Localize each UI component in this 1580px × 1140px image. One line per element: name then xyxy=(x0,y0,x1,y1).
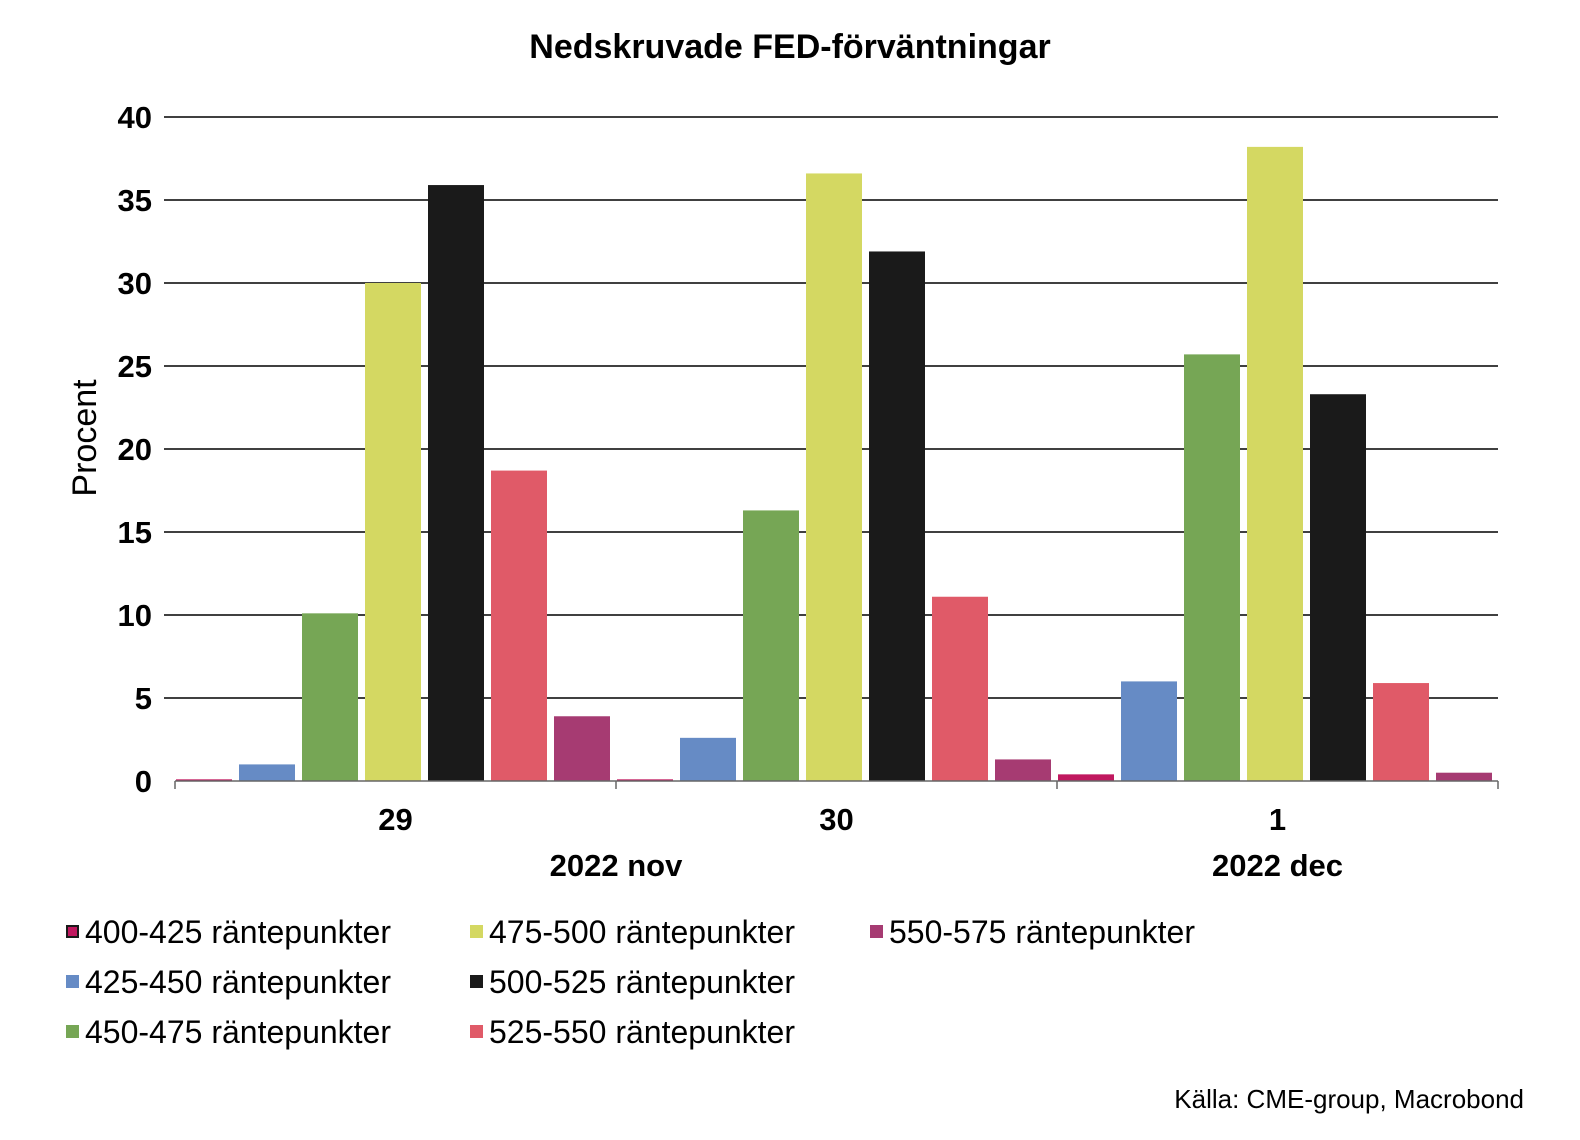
legend-label: 500-525 räntepunkter xyxy=(489,964,795,1000)
bar xyxy=(491,470,547,781)
legend-swatch xyxy=(870,925,883,939)
legend-label: 525-550 räntepunkter xyxy=(489,1014,795,1050)
legend-swatch xyxy=(66,975,79,989)
bar xyxy=(176,779,232,781)
bar xyxy=(680,737,736,781)
legend-label: 550-575 räntepunkter xyxy=(889,914,1195,950)
legend-item: 475-500 räntepunkter xyxy=(470,912,795,952)
chart-title: Nedskruvade FED-förväntningar xyxy=(529,28,1051,66)
y-tick-label: 35 xyxy=(118,183,152,218)
x-tick-label: 29 xyxy=(378,802,412,837)
legend-item: 400-425 räntepunkter xyxy=(66,912,391,952)
x-group-label: 2022 nov xyxy=(550,848,683,883)
legend-swatch xyxy=(66,1025,79,1039)
bar xyxy=(428,185,484,781)
bar xyxy=(1184,354,1240,781)
legend-label: 425-450 räntepunkter xyxy=(85,964,391,1000)
x-tick-label: 1 xyxy=(1269,802,1286,837)
legend-label: 475-500 räntepunkter xyxy=(489,914,795,950)
bars xyxy=(176,146,1492,781)
y-tick-label: 10 xyxy=(118,598,152,633)
bar xyxy=(1247,146,1303,781)
bar xyxy=(1310,394,1366,781)
bar xyxy=(1436,772,1492,781)
bar xyxy=(995,759,1051,781)
bar xyxy=(1121,681,1177,781)
y-tick-label: 5 xyxy=(135,681,152,716)
axes: 0 5 10 15 20 25 30 35 40 29 30 1 2022 nov 2022 dec xyxy=(118,100,1499,883)
x-group-label: 2022 dec xyxy=(1212,848,1343,883)
bar xyxy=(1373,683,1429,781)
y-axis-label: Procent xyxy=(66,379,104,497)
bar xyxy=(869,251,925,781)
legend-swatch xyxy=(66,925,79,939)
bar xyxy=(806,173,862,781)
legend-item: 550-575 räntepunkter xyxy=(870,912,1195,952)
legend-item: 525-550 räntepunkter xyxy=(470,1012,795,1052)
bar xyxy=(617,779,673,781)
bar xyxy=(743,510,799,781)
legend-swatch xyxy=(470,975,483,989)
legend-item: 425-450 räntepunkter xyxy=(66,962,391,1002)
y-tick-label: 15 xyxy=(118,515,152,550)
legend-label: 400-425 räntepunkter xyxy=(85,914,391,950)
legend-swatch xyxy=(470,1025,483,1039)
legend-label: 450-475 räntepunkter xyxy=(85,1014,391,1050)
bar xyxy=(554,716,610,781)
legend-item: 500-525 räntepunkter xyxy=(470,962,795,1002)
bar xyxy=(1058,774,1114,781)
x-tick-label: 30 xyxy=(819,802,853,837)
legend-swatch xyxy=(470,925,483,939)
y-tick-label: 40 xyxy=(118,100,152,135)
y-tick-label: 20 xyxy=(118,432,152,467)
bar xyxy=(365,283,421,781)
y-tick-label: 30 xyxy=(118,266,152,301)
y-tick-label: 0 xyxy=(135,764,152,799)
legend-item: 450-475 räntepunkter xyxy=(66,1012,391,1052)
y-tick-label: 25 xyxy=(118,349,152,384)
bar xyxy=(302,613,358,781)
bar xyxy=(239,764,295,781)
bar xyxy=(932,596,988,781)
source-note: Källa: CME-group, Macrobond xyxy=(1174,1084,1524,1114)
